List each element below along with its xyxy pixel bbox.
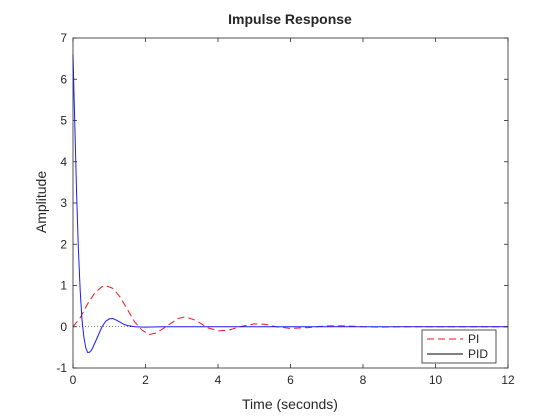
y-tick-label: -1	[56, 361, 67, 375]
x-tick-label: 12	[501, 373, 515, 387]
x-axis-label: Time (seconds)	[242, 396, 338, 412]
legend-box	[421, 329, 497, 364]
y-tick-label: 5	[60, 114, 67, 128]
y-tick-label: 4	[60, 155, 67, 169]
y-tick-label: 3	[60, 196, 67, 210]
legend-label-pi: PI	[468, 332, 479, 346]
x-tick-label: 0	[70, 373, 77, 387]
x-tick-label: 6	[287, 373, 294, 387]
y-tick-label: 7	[60, 31, 67, 45]
x-tick-label: 8	[360, 373, 367, 387]
y-tick-label: 2	[60, 237, 67, 251]
y-tick-label: 1	[60, 279, 67, 293]
legend-label-pid: PID	[468, 347, 488, 361]
x-tick-label: 10	[429, 373, 443, 387]
chart-title: Impulse Response	[228, 11, 352, 27]
x-tick-label: 4	[215, 373, 222, 387]
y-tick-label: 6	[60, 72, 67, 86]
y-axis-label: Amplitude	[33, 171, 49, 233]
y-tick-label: 0	[60, 320, 67, 334]
plot-background	[73, 38, 508, 368]
series-line-pid	[72, 54, 508, 353]
x-tick-label: 2	[142, 373, 149, 387]
